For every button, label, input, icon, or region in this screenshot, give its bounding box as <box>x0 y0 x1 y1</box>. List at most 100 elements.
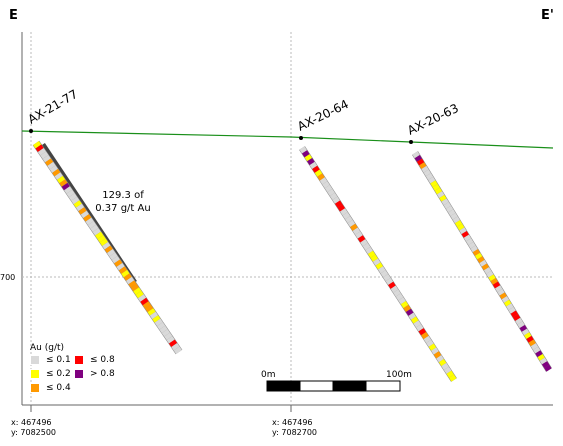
assay-interval <box>461 230 469 238</box>
assay-interval <box>472 249 481 256</box>
assay-interval <box>492 281 501 289</box>
assay-interval <box>337 204 346 212</box>
intercept-annotation: 129.3 of 0.37 g/t Au <box>78 189 168 215</box>
assay-interval <box>59 179 68 187</box>
assay-interval <box>414 155 423 162</box>
assay-interval <box>95 231 104 240</box>
intercept-annotation-line2: 0.37 g/t Au <box>95 203 151 214</box>
assay-interval <box>533 346 541 354</box>
assay-interval <box>109 252 118 260</box>
assay-interval <box>149 311 159 320</box>
assay-interval <box>410 316 419 324</box>
assay-interval <box>445 205 454 213</box>
assay-interval <box>347 219 356 227</box>
assay-interval <box>350 223 358 231</box>
assay-interval <box>87 221 97 229</box>
topography-line <box>21 130 554 149</box>
assay-interval <box>319 177 328 185</box>
assay-interval <box>56 175 66 184</box>
assay-interval <box>76 203 85 212</box>
assay-interval <box>418 328 427 336</box>
assay-interval <box>512 314 521 321</box>
assay-interval <box>142 301 151 309</box>
assay-interval <box>380 270 389 278</box>
coordinate-1-y: y: 7082500 <box>11 428 57 437</box>
assay-interval <box>508 306 516 314</box>
scale-bar <box>266 380 401 392</box>
assay-interval <box>47 161 56 170</box>
assay-interval <box>104 245 113 253</box>
assay-interval <box>423 335 432 343</box>
assay-interval <box>116 262 125 271</box>
assay-interval <box>483 267 492 274</box>
assay-interval <box>430 180 438 188</box>
assay-interval <box>477 256 485 264</box>
assay-interval <box>365 246 373 255</box>
assay-interval <box>519 325 527 332</box>
assay-interval <box>515 317 523 325</box>
assay-interval <box>393 289 401 297</box>
assay-interval <box>42 154 51 163</box>
assay-interval <box>299 146 308 154</box>
assay-interval <box>486 270 494 278</box>
assay-interval <box>452 216 460 224</box>
coordinate-2-y: y: 7082700 <box>272 428 318 437</box>
legend-label: > 0.8 <box>90 369 115 379</box>
legend-label: ≤ 0.1 <box>46 355 71 365</box>
assay-interval <box>375 262 384 270</box>
assay-interval <box>137 294 147 302</box>
hole-label-ax-20-64: AX-20-64 <box>295 97 351 134</box>
assay-interval <box>85 217 94 226</box>
assay-interval <box>537 353 545 361</box>
assay-interval <box>83 214 92 222</box>
legend-item: ≤ 0.8 <box>74 355 115 365</box>
legend-title: Au (g/t) <box>30 343 65 353</box>
assay-interval <box>64 186 73 194</box>
assay-interval <box>450 212 458 220</box>
assay-interval <box>114 259 123 267</box>
assay-interval <box>428 176 436 184</box>
assay-interval <box>419 162 427 170</box>
assay-interval <box>443 202 452 209</box>
assay-interval <box>495 285 503 293</box>
assay-interval <box>161 329 170 337</box>
assay-interval <box>490 278 498 285</box>
assay-interval <box>45 158 54 166</box>
assay-interval <box>340 208 348 216</box>
drillhole-ax-20-64[interactable] <box>299 146 457 382</box>
assay-interval <box>324 185 333 193</box>
drillhole-ax-21-77[interactable] <box>32 140 183 355</box>
assay-interval <box>479 259 487 267</box>
drillhole-ax-20-63[interactable] <box>412 151 552 372</box>
assay-interval <box>352 227 361 235</box>
assay-interval <box>474 252 483 260</box>
assay-interval <box>147 308 156 316</box>
coordinate-label-1: x: 467496 y: 7082500 <box>11 418 56 438</box>
assay-interval <box>152 315 161 323</box>
assay-interval <box>517 321 525 329</box>
assay-interval <box>457 223 465 231</box>
assay-interval <box>524 332 532 340</box>
assay-interval <box>332 196 340 204</box>
assay-interval <box>459 227 467 235</box>
assay-interval <box>302 150 310 158</box>
legend-swatch <box>30 355 40 365</box>
assay-interval <box>304 154 313 162</box>
assay-interval <box>539 357 548 365</box>
assay-interval <box>329 192 338 200</box>
assay-interval <box>408 312 416 320</box>
assay-interval <box>416 324 424 332</box>
assay-interval <box>171 343 180 351</box>
assay-interval <box>436 355 444 363</box>
assay-interval <box>468 241 476 249</box>
assay-interval <box>327 188 335 197</box>
assay-interval <box>99 238 109 246</box>
assay-interval <box>123 273 132 281</box>
assay-interval <box>432 183 440 191</box>
legend-swatch <box>30 383 40 393</box>
assay-interval <box>499 292 507 300</box>
assay-interval <box>33 141 42 149</box>
assay-interval <box>433 351 442 359</box>
coordinate-2-x: x: 467496 <box>272 418 313 427</box>
